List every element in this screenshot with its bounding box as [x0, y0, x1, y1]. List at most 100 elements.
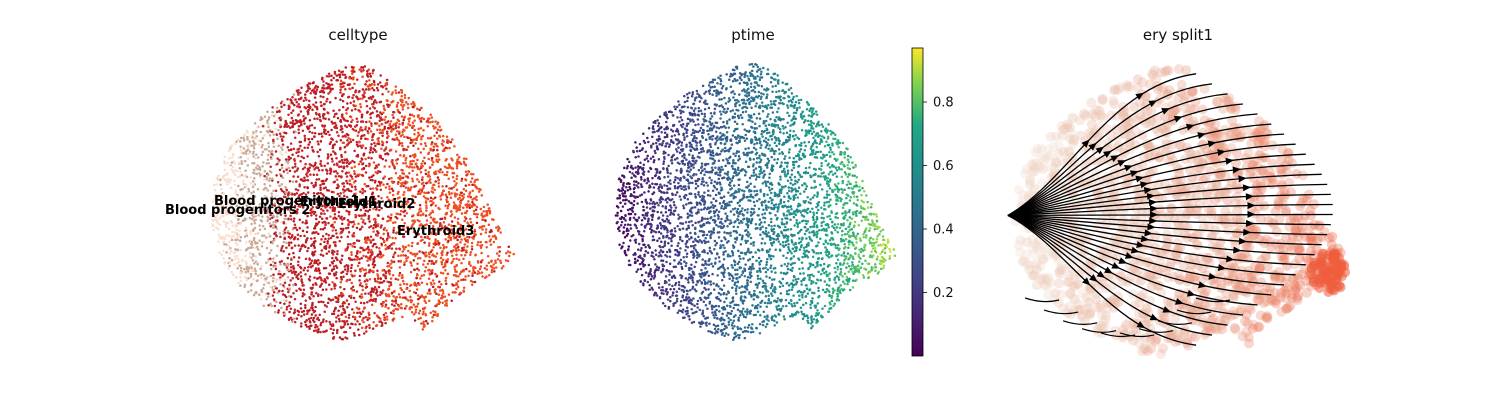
cell-point [339, 281, 343, 284]
cell-point [479, 240, 482, 244]
cell-point [309, 244, 313, 247]
cell-point [296, 167, 300, 170]
cell-point [815, 211, 819, 215]
cell-point [377, 285, 381, 289]
cell-point [487, 274, 491, 277]
cell-point [374, 144, 377, 148]
cell-point [250, 282, 253, 286]
cell-point [438, 280, 441, 284]
cell-point [364, 137, 367, 140]
cell-point [341, 105, 345, 109]
cell-point [334, 295, 337, 299]
cell-point [429, 181, 432, 184]
cell-point [272, 133, 275, 136]
cell-point [218, 211, 222, 214]
cell-point [337, 314, 340, 317]
cell-point [399, 213, 402, 216]
cell-point [633, 213, 637, 216]
cell-point [317, 154, 321, 158]
cell-point [338, 108, 341, 112]
cell-point [383, 226, 386, 230]
cell-point [361, 97, 364, 100]
cell-point [732, 152, 735, 155]
cell-point [787, 186, 791, 189]
cell-point [254, 290, 258, 294]
cell-point [351, 127, 355, 131]
cell-point [339, 261, 343, 265]
cell-point [427, 170, 430, 174]
cell-point [755, 161, 758, 164]
cell-point [340, 278, 344, 281]
cell-point [784, 243, 788, 247]
cell-point [401, 176, 405, 180]
cell-point [375, 122, 379, 125]
cell-point [230, 270, 234, 274]
cell-point [770, 103, 773, 106]
cell-point [335, 232, 338, 235]
cell-point [835, 226, 839, 229]
cell-point [480, 225, 483, 229]
cell-point [363, 222, 367, 225]
cell-point [490, 260, 493, 263]
cell-point [357, 222, 360, 226]
cell-point [304, 107, 308, 110]
cell-point [447, 163, 451, 166]
cell-point [316, 166, 320, 170]
cell-point [452, 172, 456, 175]
cell-point [449, 209, 453, 213]
cell-point [380, 324, 383, 328]
cell-point [359, 103, 362, 106]
cell-point [779, 271, 783, 275]
cell-point [407, 299, 410, 302]
cell-point [386, 232, 390, 235]
cell-point [453, 268, 457, 271]
cell-point [220, 235, 223, 239]
cell-point [455, 164, 459, 168]
cell-point [336, 186, 339, 190]
cell-point [411, 177, 414, 181]
cell-point [373, 106, 376, 110]
cell-point [285, 305, 289, 309]
cell-point [349, 137, 352, 141]
cell-point [419, 106, 423, 110]
cell-point [251, 258, 255, 262]
cell-point [245, 234, 249, 238]
cell-point [240, 173, 244, 177]
cell-point [468, 270, 471, 273]
cell-point [386, 261, 390, 265]
cell-point [327, 221, 330, 225]
cell-point [334, 175, 338, 178]
cell-point [397, 126, 400, 129]
cell-point [289, 279, 292, 282]
cell-point [432, 197, 435, 201]
cell-point [300, 123, 303, 126]
cell-point [364, 88, 368, 91]
cell-point [351, 159, 354, 163]
cell-point [464, 275, 467, 278]
cell-point [392, 228, 395, 232]
cell-point [233, 162, 237, 165]
cell-point [427, 151, 431, 155]
cell-point [373, 277, 377, 281]
cell-point [352, 76, 355, 79]
cell-point [343, 265, 347, 268]
cell-point [390, 247, 394, 250]
cell-point [369, 235, 373, 238]
cell-point [419, 170, 423, 174]
cell-point [661, 214, 665, 217]
cell-point [291, 114, 295, 118]
cell-point [404, 162, 408, 165]
cell-point [239, 222, 242, 226]
cell-point [415, 173, 419, 176]
cell-point [217, 240, 220, 243]
cell-point [307, 85, 310, 88]
cell-point [327, 297, 331, 300]
cell-point [340, 258, 344, 261]
cell-point [257, 139, 261, 143]
cell-point [331, 122, 334, 125]
cell-point [238, 140, 242, 143]
cell-point [268, 222, 272, 225]
cell-point [384, 305, 387, 309]
cell-point [330, 269, 334, 272]
